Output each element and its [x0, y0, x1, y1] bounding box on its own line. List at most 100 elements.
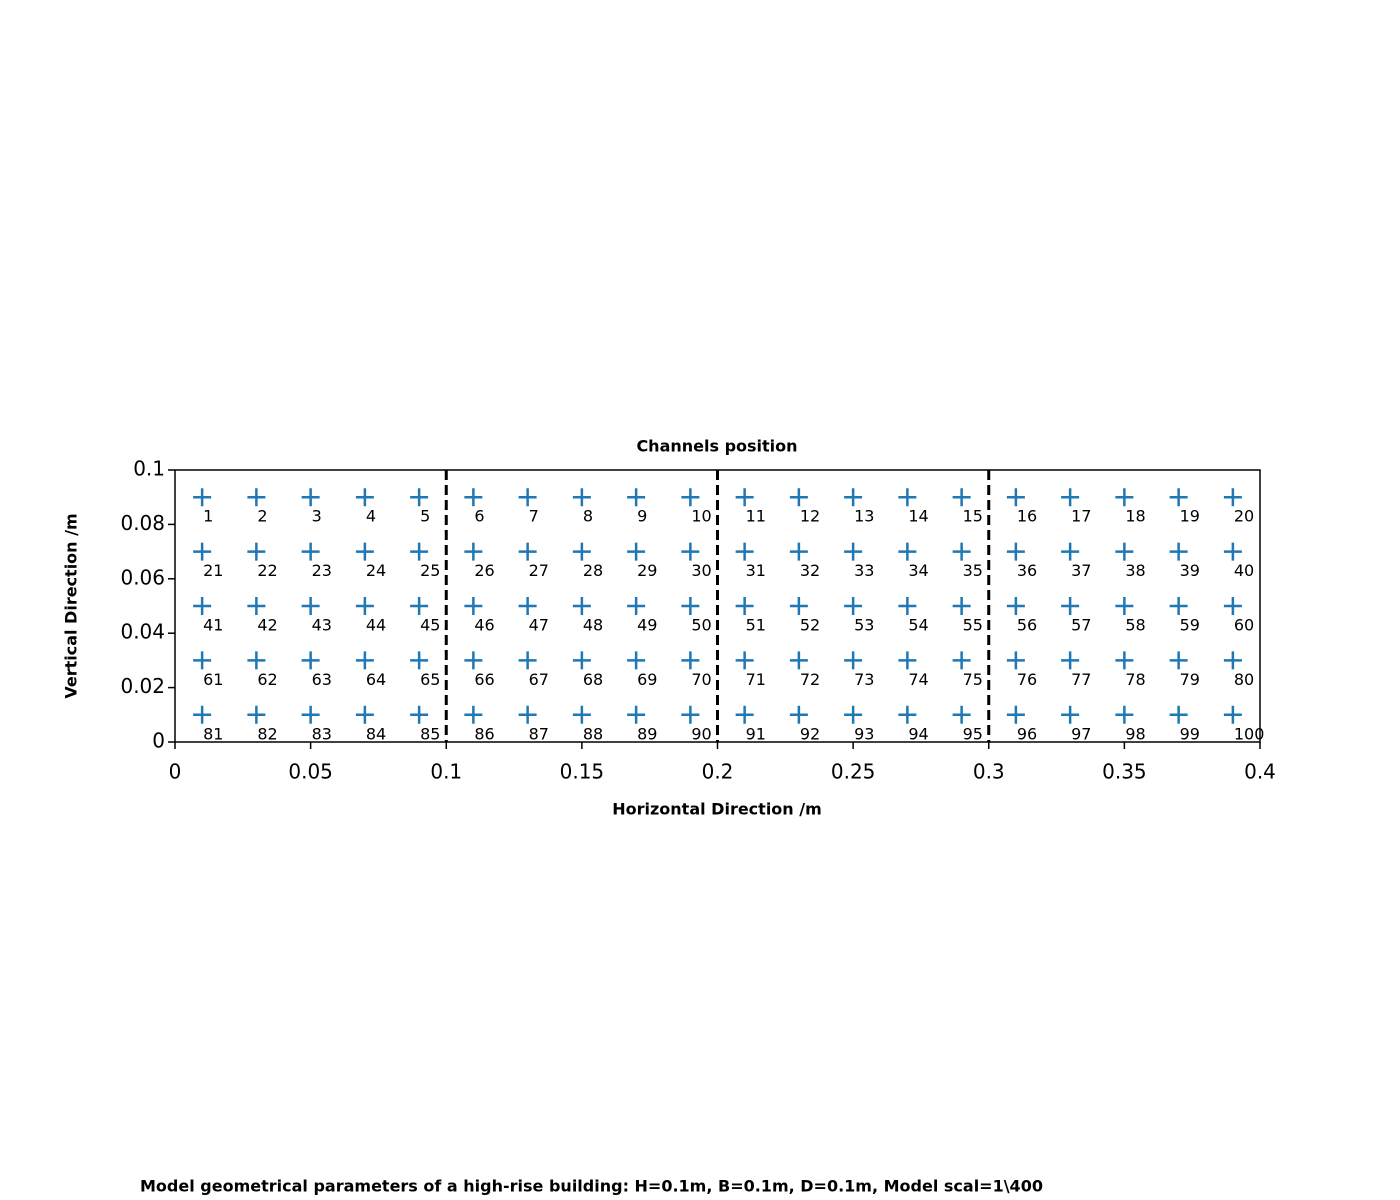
- point-marker: [1169, 488, 1188, 507]
- point-label: 14: [908, 507, 928, 526]
- point-marker: [464, 597, 483, 615]
- point-label: 7: [529, 507, 539, 526]
- point-label: 99: [1180, 724, 1200, 743]
- point-label: 82: [257, 724, 277, 743]
- point-marker: [1223, 488, 1242, 507]
- point-label: 95: [963, 724, 983, 743]
- point-label: 93: [854, 724, 874, 743]
- point-marker: [301, 705, 320, 724]
- point-marker: [518, 488, 537, 507]
- point-label: 72: [800, 670, 820, 689]
- point-marker: [355, 705, 374, 724]
- point-marker: [410, 705, 429, 724]
- point-label: 16: [1017, 507, 1037, 526]
- point-marker: [1006, 542, 1025, 561]
- point-label: 96: [1017, 724, 1037, 743]
- x-axis-label: Horizontal Direction /m: [612, 800, 822, 819]
- point-marker: [410, 542, 429, 561]
- point-marker: [844, 542, 863, 561]
- point-marker: [410, 488, 429, 507]
- point-marker: [1061, 705, 1080, 724]
- point-label: 86: [474, 724, 494, 743]
- point-marker: [898, 488, 917, 507]
- point-marker: [1115, 542, 1134, 561]
- point-marker: [1006, 651, 1025, 670]
- point-marker: [627, 705, 646, 724]
- point-label: 61: [203, 670, 223, 689]
- point-marker: [193, 651, 212, 670]
- point-label: 41: [203, 616, 223, 635]
- point-label: 19: [1180, 507, 1200, 526]
- point-label: 33: [854, 561, 874, 580]
- point-label: 75: [963, 670, 983, 689]
- point-label: 1: [203, 507, 213, 526]
- point-marker: [247, 542, 266, 561]
- point-label: 58: [1125, 616, 1145, 635]
- point-marker: [844, 651, 863, 670]
- point-label: 35: [963, 561, 983, 580]
- point-marker: [464, 488, 483, 507]
- x-tick-label: 0.25: [831, 760, 876, 784]
- point-label: 47: [529, 616, 549, 635]
- point-marker: [681, 488, 700, 507]
- point-label: 87: [529, 724, 549, 743]
- point-label: 51: [746, 616, 766, 635]
- point-marker: [355, 488, 374, 507]
- x-tick-label: 0.35: [1102, 760, 1147, 784]
- point-marker: [247, 597, 266, 615]
- point-marker: [518, 597, 537, 615]
- point-marker: [1061, 651, 1080, 670]
- point-label: 27: [529, 561, 549, 580]
- point-label: 98: [1125, 724, 1145, 743]
- point-marker: [627, 488, 646, 507]
- point-label: 81: [203, 724, 223, 743]
- point-label: 78: [1125, 670, 1145, 689]
- point-marker: [1169, 705, 1188, 724]
- point-label: 48: [583, 616, 603, 635]
- y-tick-label: 0.08: [120, 511, 165, 535]
- point-label: 65: [420, 670, 440, 689]
- point-label: 62: [257, 670, 277, 689]
- point-label: 39: [1180, 561, 1200, 580]
- point-label: 20: [1234, 507, 1254, 526]
- point-label: 4: [366, 507, 376, 526]
- point-marker: [193, 597, 212, 615]
- point-marker: [355, 542, 374, 561]
- point-label: 92: [800, 724, 820, 743]
- point-label: 94: [908, 724, 928, 743]
- point-marker: [301, 542, 320, 561]
- y-axis-label: Vertical Direction /m: [62, 513, 81, 698]
- point-label: 66: [474, 670, 494, 689]
- point-marker: [1223, 597, 1242, 615]
- point-marker: [789, 597, 808, 615]
- point-marker: [681, 597, 700, 615]
- point-marker: [193, 705, 212, 724]
- point-marker: [898, 651, 917, 670]
- point-label: 28: [583, 561, 603, 580]
- point-marker: [789, 488, 808, 507]
- point-marker: [247, 651, 266, 670]
- point-label: 21: [203, 561, 223, 580]
- x-tick-label: 0.3: [973, 760, 1005, 784]
- point-label: 9: [637, 507, 647, 526]
- point-marker: [1061, 597, 1080, 615]
- point-marker: [518, 705, 537, 724]
- point-label: 36: [1017, 561, 1037, 580]
- point-marker: [355, 651, 374, 670]
- point-marker: [952, 597, 971, 615]
- point-marker: [572, 542, 591, 561]
- x-tick-label: 0.05: [288, 760, 333, 784]
- point-label: 89: [637, 724, 657, 743]
- point-marker: [1169, 651, 1188, 670]
- point-marker: [735, 651, 754, 670]
- point-label: 90: [691, 724, 711, 743]
- point-label: 83: [312, 724, 332, 743]
- point-marker: [464, 542, 483, 561]
- point-marker: [735, 597, 754, 615]
- point-label: 64: [366, 670, 386, 689]
- point-marker: [464, 651, 483, 670]
- point-marker: [844, 705, 863, 724]
- point-marker: [898, 705, 917, 724]
- point-marker: [1223, 542, 1242, 561]
